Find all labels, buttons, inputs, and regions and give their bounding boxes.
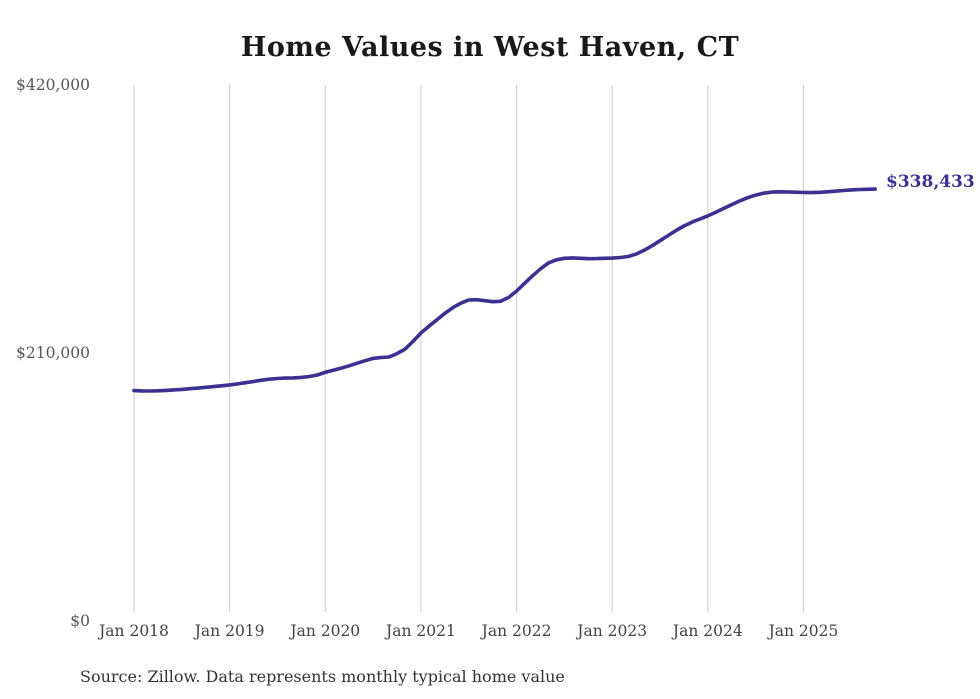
x-tick-label: Jan 2022	[481, 622, 552, 640]
x-tick-label: Jan 2024	[672, 622, 743, 640]
x-tick-label: Jan 2021	[386, 622, 456, 640]
x-tick-label: Jan 2018	[99, 622, 169, 640]
gridlines-group	[133, 85, 804, 612]
x-tick-label: Jan 2019	[194, 622, 265, 640]
y-tick-label: $420,000	[16, 76, 90, 94]
y-tick-label: $210,000	[16, 344, 90, 362]
x-tick-label: Jan 2023	[577, 622, 648, 640]
home-value-line	[132, 187, 877, 393]
x-tick-label: Jan 2025	[768, 622, 839, 640]
source-note: Source: Zillow. Data represents monthly …	[80, 667, 565, 686]
chart-title: Home Values in West Haven, CT	[240, 32, 740, 63]
x-tick-label: Jan 2020	[290, 622, 361, 640]
latest-value-label: $338,433	[886, 172, 975, 192]
y-tick-label: $0	[70, 612, 90, 630]
